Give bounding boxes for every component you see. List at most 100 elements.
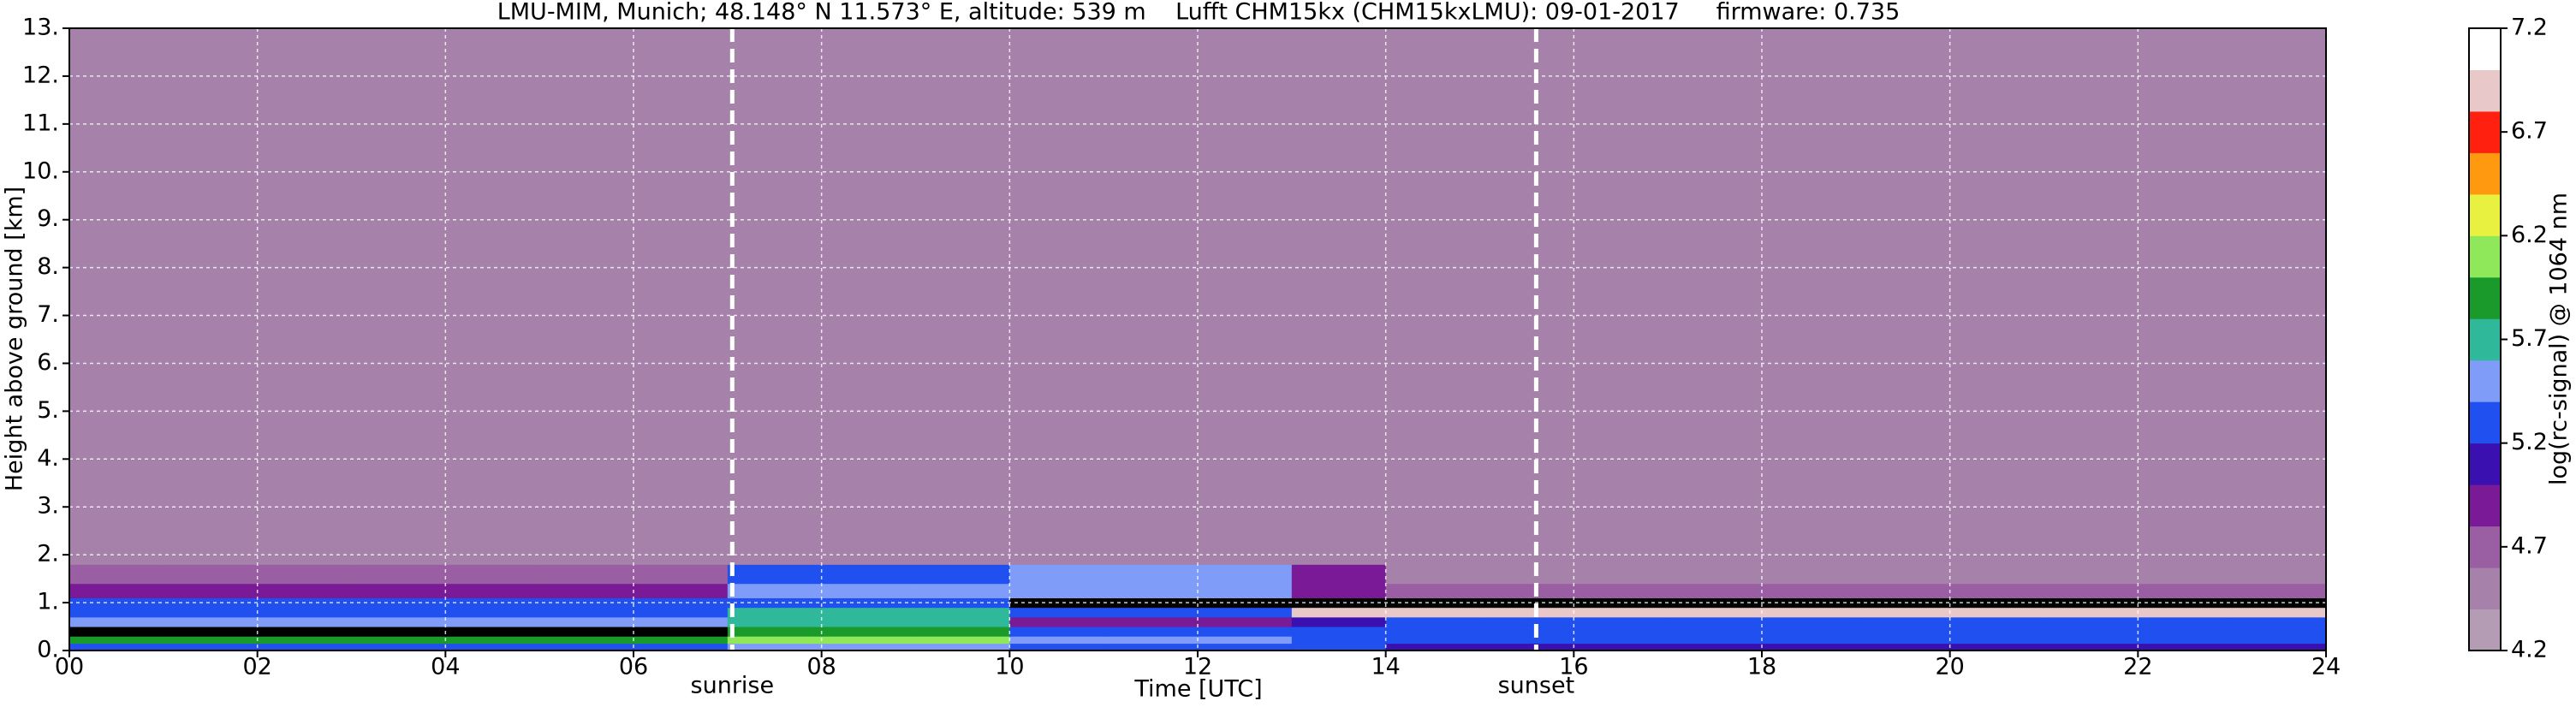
colorbar-tick-label: 6.2 [2511,222,2548,248]
heatmap-cell [1385,315,1480,460]
heatmap-cell [1949,643,2044,651]
heatmap-cell [1668,636,1763,645]
heatmap-cell [1104,531,1199,565]
y-tick-label: 13. [22,15,59,41]
heatmap-cell [1855,564,1951,585]
heatmap-cell [1574,597,1669,609]
heatmap-cell [1009,564,1104,585]
heatmap-cell [1855,627,1951,637]
heatmap-cell [1762,531,1857,565]
heatmap-cell [2044,643,2139,651]
heatmap-cell [915,643,1010,651]
heatmap-cell [1385,627,1480,637]
heatmap-cell [1855,459,1951,532]
heatmap-cell [1949,607,2044,618]
heatmap-cell [1198,583,1293,598]
heatmap-cell [1104,643,1199,651]
heatmap-cell [2044,607,2139,618]
heatmap-cell [821,531,916,565]
colorbar-segment [2469,609,2501,651]
heatmap-cell [1574,643,1669,651]
heatmap-cell [69,315,164,460]
heatmap-cell [69,459,164,532]
heatmap-cell [1762,459,1857,532]
heatmap-cell [69,607,164,618]
heatmap-cell [163,643,259,651]
heatmap-cell [1104,315,1199,460]
heatmap-cell [1479,643,1574,651]
heatmap-cell [1855,583,1951,598]
heatmap-cell [727,459,823,532]
heatmap-cell [1198,564,1293,585]
heatmap-cell [257,564,352,585]
heatmap-cell [634,531,729,565]
heatmap-cell [445,597,540,609]
heatmap-cell [1009,636,1104,645]
heatmap-cell [727,616,823,627]
y-tick-label: 12. [22,62,59,88]
heatmap-cell [539,564,634,585]
heatmap-cell [1949,616,2044,627]
heatmap-cell [1291,616,1387,627]
heatmap-cell [1104,627,1199,637]
colorbar-segment [2469,443,2501,485]
y-tick-label: 3. [37,493,59,520]
heatmap-cell [915,459,1010,532]
colorbar-segment [2469,28,2501,70]
heatmap-cell [1762,607,1857,618]
y-tick-label: 6. [37,349,59,376]
heatmap-cell [1291,627,1387,637]
heatmap-cell [2232,607,2327,618]
heatmap-cell [2044,583,2139,598]
heatmap-cell [351,583,446,598]
heatmap-cell [2138,616,2233,627]
heatmap-cell [1668,643,1763,651]
y-tick-label: 7. [37,301,59,328]
heatmap-cell [163,459,259,532]
colorbar-segment [2469,318,2501,361]
heatmap-cell [163,636,259,645]
x-tick-label: 12 [1183,654,1212,680]
heatmap-cell [727,583,823,598]
heatmap-cell [1104,459,1199,532]
heatmap-cell [1479,636,1574,645]
colorbar-segment [2469,69,2501,112]
heatmap-cell [2044,564,2139,585]
heatmap-cell [257,643,352,651]
heatmap-cell [539,597,634,609]
colorbar-segment [2469,359,2501,402]
heatmap-cell [539,583,634,598]
heatmap-cell [1291,583,1387,598]
heatmap-cell [634,643,729,651]
colorbar-segment [2469,567,2501,610]
heatmap-cell [915,315,1010,460]
heatmap-cell [1104,564,1199,585]
heatmap-cell [915,531,1010,565]
y-tick-label: 0. [37,637,59,663]
heatmap-cell [727,636,823,645]
heatmap-cell [1291,636,1387,645]
heatmap-cell [821,459,916,532]
heatmap-cell [539,315,634,460]
x-tick-label: 24 [2311,654,2341,680]
heatmap-cell [1198,597,1293,609]
colorbar-segment [2469,526,2501,568]
heatmap-cell [1104,636,1199,645]
colorbar-segment [2469,152,2501,195]
heatmap-cell [445,616,540,627]
y-tick-label: 1. [37,589,59,615]
heatmap-cell [351,564,446,585]
colorbar-tick-label: 5.7 [2511,325,2548,352]
heatmap-cell [1668,564,1763,585]
heatmap-cell [1855,643,1951,651]
x-tick-label: 06 [619,654,648,680]
heatmap-cell [1009,607,1104,618]
heatmap-cell [445,627,540,637]
heatmap-cell [2138,627,2233,637]
colorbar-segment [2469,276,2501,319]
annotation-label: sunrise [691,673,775,699]
heatmap-cell [1385,564,1480,585]
annotation-label: sunset [1498,673,1575,699]
heatmap-cell [1104,616,1199,627]
